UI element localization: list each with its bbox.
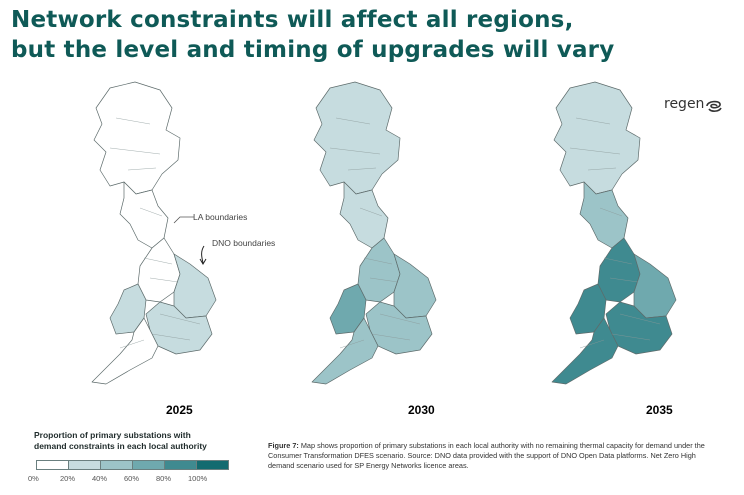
region-north — [553, 81, 641, 195]
region-wales — [569, 283, 607, 335]
legend-swatch — [37, 461, 69, 469]
uk-map-svg-2025 — [91, 81, 217, 385]
legend-swatch — [197, 461, 228, 469]
map-2030 — [260, 78, 490, 418]
dno-boundaries-label: DNO boundaries — [212, 238, 276, 248]
la-boundary-lines — [329, 117, 421, 349]
legend-tick-label: 60% — [124, 474, 140, 483]
logo-text: regen — [664, 96, 705, 112]
caption-label: Figure 7: — [268, 441, 299, 450]
region-southeast — [365, 301, 433, 355]
page-title: Network constraints will affect all regi… — [11, 5, 651, 65]
map-2025 — [40, 78, 270, 418]
legend-ticks: 0% 20% 40% 60% 80% 100% — [28, 474, 228, 486]
map-year-2035: 2035 — [646, 403, 673, 417]
uk-map-svg-2035 — [551, 81, 677, 385]
legend-tick-label: 40% — [92, 474, 108, 483]
region-southwest — [91, 317, 159, 385]
legend-tick-label: 100% — [188, 474, 208, 483]
legend-title-line-1: Proportion of primary substations with — [34, 430, 191, 440]
region-borders — [579, 181, 629, 249]
region-borders — [339, 181, 389, 249]
legend-title-line-2: demand constraints in each local authori… — [34, 441, 207, 451]
legend-swatch — [133, 461, 165, 469]
region-midlands — [597, 237, 641, 303]
map-2035 — [500, 78, 730, 418]
uk-map-svg-2030 — [311, 81, 437, 385]
legend-color-scale — [36, 460, 229, 470]
legend-tick-label: 0% — [28, 474, 39, 483]
title-line-1: Network constraints will affect all regi… — [11, 7, 574, 33]
region-wales — [329, 283, 367, 335]
legend-tick-label: 20% — [60, 474, 76, 483]
figure-caption: Figure 7: Map shows proportion of primar… — [268, 441, 718, 471]
legend-tick-label: 80% — [156, 474, 172, 483]
dno-boundaries-arrow — [199, 245, 207, 265]
legend-swatch — [165, 461, 197, 469]
la-boundaries-label: LA boundaries — [193, 212, 248, 222]
region-north — [313, 81, 401, 195]
regen-logo: regen — [664, 96, 726, 118]
map-year-2025: 2025 — [166, 403, 193, 417]
legend-swatch — [69, 461, 101, 469]
la-boundaries-leader — [173, 216, 194, 224]
map-year-2030: 2030 — [408, 403, 435, 417]
la-boundary-lines — [569, 117, 661, 349]
region-midlands — [137, 237, 181, 303]
title-line-2: but the level and timing of upgrades wil… — [11, 37, 615, 63]
region-southwest — [311, 317, 379, 385]
region-wales — [109, 283, 147, 335]
la-boundary-lines — [109, 117, 201, 349]
caption-text: Map shows proportion of primary substati… — [268, 441, 705, 470]
region-east — [393, 253, 437, 319]
legend-swatch — [101, 461, 133, 469]
regen-swirl-icon — [706, 100, 722, 112]
legend-title: Proportion of primary substations with d… — [34, 430, 254, 452]
region-borders — [119, 181, 169, 249]
region-southeast — [605, 301, 673, 355]
region-southeast — [145, 301, 213, 355]
region-midlands — [357, 237, 401, 303]
region-north — [93, 81, 181, 195]
region-east — [633, 253, 677, 319]
region-southwest — [551, 317, 619, 385]
